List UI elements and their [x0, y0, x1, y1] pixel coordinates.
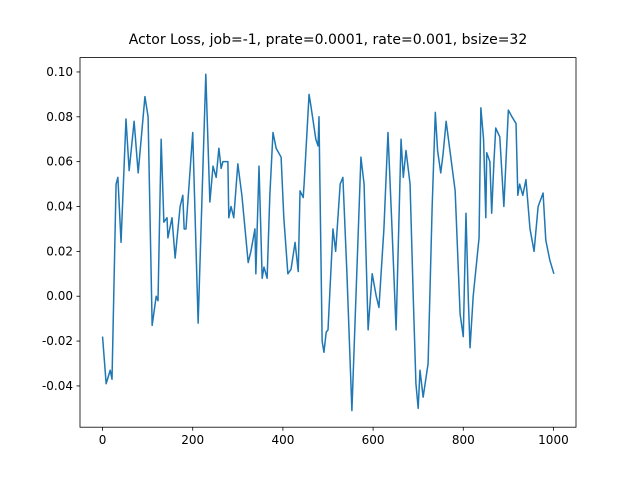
y-tick-label: 0.04: [46, 200, 73, 214]
x-tick-label: 400: [271, 433, 294, 447]
y-tick-label: -0.04: [42, 379, 73, 393]
x-tick-label: 200: [181, 433, 204, 447]
line-series: [101, 73, 555, 412]
y-tick-label: 0.00: [46, 289, 73, 303]
x-tick-label: 800: [452, 433, 475, 447]
x-tick-label: 600: [362, 433, 385, 447]
y-tick-label: 0.08: [46, 110, 73, 124]
chart-title: Actor Loss, job=-1, prate=0.0001, rate=0…: [129, 32, 528, 48]
y-tick-label: -0.02: [42, 334, 73, 348]
y-tick-label: 0.06: [46, 155, 73, 169]
axes-frame: [79, 57, 577, 428]
x-tick-label: 1000: [538, 433, 569, 447]
y-tick-label: 0.02: [46, 244, 73, 258]
x-tick-label: 0: [99, 433, 107, 447]
y-tick-label: 0.10: [46, 65, 73, 79]
